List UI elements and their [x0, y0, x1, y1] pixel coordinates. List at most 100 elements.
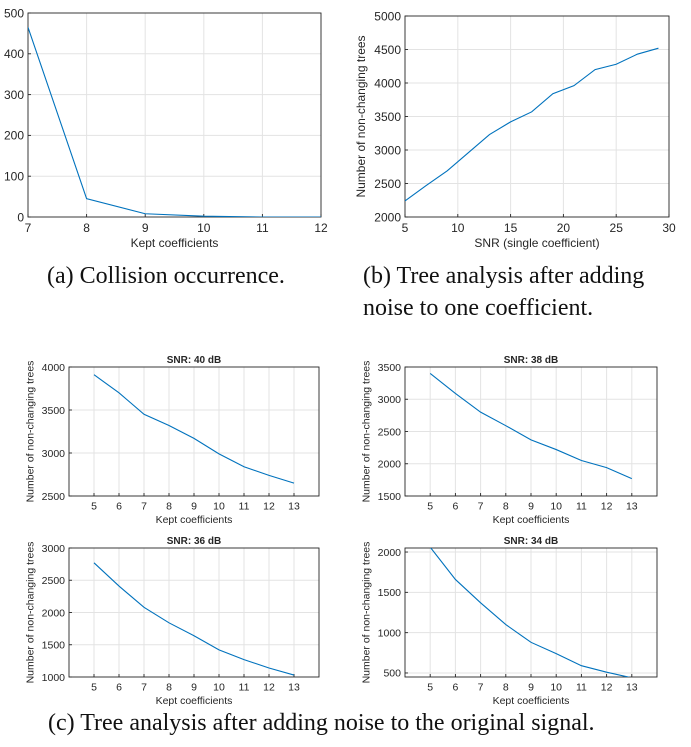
x-tick-label: 5 — [91, 682, 97, 694]
x-tick-label: 10 — [550, 682, 562, 694]
y-tick-label: 2000 — [42, 607, 66, 619]
y-tick-label: 2000 — [378, 459, 402, 471]
y-tick-label: 2500 — [378, 426, 402, 438]
x-tick-label: 9 — [191, 501, 197, 513]
x-tick-label: 7 — [141, 682, 147, 694]
x-tick-label: 12 — [601, 682, 613, 694]
chart-c3: 5 6 7 8 9 10 11 12 13 1000 1500 2000 2500 3000 Kept co… — [25, 536, 320, 707]
x-tick-label: 8 — [166, 682, 172, 694]
y-tick-label: 500 — [4, 6, 24, 20]
x-tick-label: 15 — [504, 221, 518, 235]
x-tick-label: 8 — [503, 682, 509, 694]
x-tick-label: 10 — [550, 501, 562, 513]
y-tick-label: 4000 — [374, 76, 401, 90]
y-tick-label: 3000 — [378, 394, 402, 406]
y-tick-label: 200 — [4, 129, 24, 143]
x-tick-label: 8 — [503, 501, 509, 513]
x-tick-label: 7 — [141, 501, 147, 513]
x-tick-label: 12 — [601, 501, 613, 513]
x-tick-label: 12 — [263, 682, 275, 694]
axes-box — [27, 12, 322, 218]
y-tick-label: 2500 — [374, 177, 401, 191]
caption-b-line1: (b) Tree analysis after adding — [363, 263, 645, 289]
x-tick-label: 6 — [452, 682, 458, 694]
x-tick-label: 6 — [452, 501, 458, 513]
y-tick-label: 1500 — [378, 587, 402, 599]
x-tick-label: 11 — [576, 682, 587, 694]
y-tick-label: 100 — [4, 170, 24, 184]
series-line — [429, 373, 633, 480]
caption-b-line2: noise to one coefficient. — [363, 295, 594, 321]
chart-c1: 5 6 7 8 9 10 11 12 13 2500 3000 3500 4000 Kept coeffi… — [25, 355, 320, 526]
x-tick-label: 7 — [25, 221, 32, 235]
y-tick-label: 3500 — [374, 110, 401, 124]
x-tick-label: 11 — [256, 221, 269, 235]
chart-title: SNR: 40 dB — [167, 355, 221, 366]
x-tick-label: 11 — [576, 501, 587, 513]
y-tick-label: 1000 — [42, 672, 66, 684]
y-tick-label: 500 — [383, 668, 401, 680]
y-tick-label: 300 — [4, 88, 24, 102]
y-tick-label: 4000 — [42, 362, 66, 374]
y-tick-label: 1500 — [378, 491, 402, 503]
x-axis-label: Kept coefficients — [156, 514, 233, 526]
y-axis-label: Number of non-changing trees — [361, 361, 373, 503]
x-tick-label: 10 — [213, 501, 225, 513]
series-line — [93, 562, 295, 676]
x-tick-label: 20 — [557, 221, 571, 235]
x-tick-label: 13 — [626, 682, 638, 694]
x-axis-label: Kept coefficients — [156, 695, 233, 707]
y-tick-label: 0 — [17, 210, 24, 224]
y-axis-label: Number of non-changing trees — [25, 361, 37, 503]
chart-c2: 5 6 7 8 9 10 11 12 13 1500 2000 2500 3000 3500 Kept co… — [361, 355, 658, 526]
y-tick-label: 3000 — [374, 143, 401, 157]
x-tick-label: 5 — [91, 501, 97, 513]
x-tick-label: 9 — [142, 221, 149, 235]
x-tick-label: 7 — [478, 501, 484, 513]
y-tick-label: 2500 — [42, 575, 66, 587]
y-tick-label: 3500 — [42, 405, 66, 417]
x-tick-label: 13 — [288, 501, 300, 513]
x-tick-label: 11 — [239, 501, 250, 513]
x-tick-label: 8 — [83, 221, 90, 235]
x-tick-label: 10 — [197, 221, 211, 235]
caption-a: (a) Collision occurrence. — [47, 263, 285, 289]
y-axis-label: Number of non-changing trees — [361, 542, 373, 684]
x-tick-label: 9 — [528, 501, 534, 513]
x-tick-label: 7 — [478, 682, 484, 694]
y-tick-label: 2000 — [378, 547, 402, 559]
chart-b: 5 10 15 20 25 30 2000 2500 3000 3500 4000 4500 5000 S… — [354, 9, 676, 250]
x-tick-label: 10 — [451, 221, 465, 235]
y-tick-label: 1500 — [42, 640, 66, 652]
x-tick-label: 6 — [116, 501, 122, 513]
x-tick-label: 13 — [288, 682, 300, 694]
x-tick-label: 5 — [427, 501, 433, 513]
series-line — [430, 548, 631, 677]
y-tick-label: 400 — [4, 47, 24, 61]
y-axis-label: Number of non-changing trees — [25, 542, 37, 684]
chart-a: 7 8 9 10 11 12 0 100 200 300 400 500 Kept coefficien… — [4, 6, 328, 250]
x-tick-label: 5 — [427, 682, 433, 694]
y-tick-label: 3500 — [378, 362, 402, 374]
y-axis-label: Number of non-changing trees — [354, 35, 368, 197]
y-tick-label: 4500 — [374, 43, 401, 57]
series-line — [93, 374, 295, 484]
x-tick-label: 5 — [402, 221, 409, 235]
chart-c4: 5 6 7 8 9 10 11 12 13 500 1000 1500 2000 Kept coeffic… — [361, 536, 658, 707]
x-axis-label: Kept coefficients — [493, 695, 570, 707]
x-tick-label: 9 — [528, 682, 534, 694]
x-tick-label: 13 — [626, 501, 638, 513]
caption-c: (c) Tree analysis after adding noise to … — [48, 710, 595, 736]
series-line — [405, 47, 659, 202]
x-axis-label: Kept coefficients — [131, 236, 219, 250]
chart-title: SNR: 36 dB — [167, 536, 221, 547]
x-tick-label: 11 — [239, 682, 250, 694]
chart-title: SNR: 38 dB — [504, 355, 558, 366]
y-tick-label: 2500 — [42, 491, 66, 503]
x-tick-label: 12 — [314, 221, 328, 235]
y-tick-label: 3000 — [42, 448, 66, 460]
x-tick-label: 10 — [213, 682, 225, 694]
chart-title: SNR: 34 dB — [504, 536, 558, 547]
